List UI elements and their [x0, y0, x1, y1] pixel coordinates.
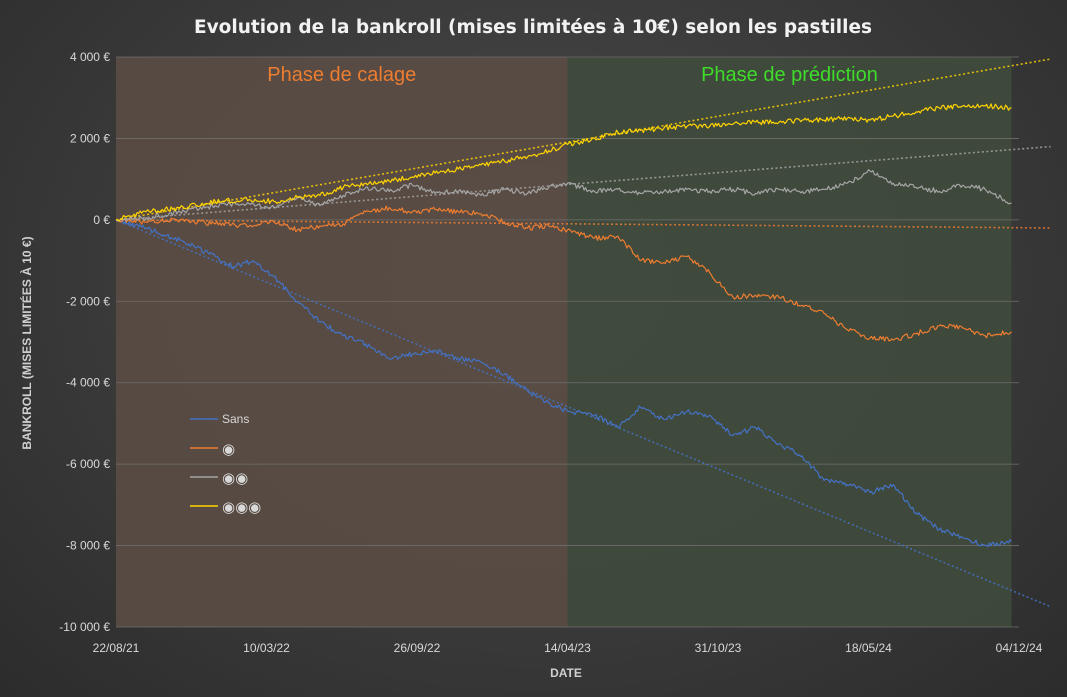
x-tick-label: 04/12/24 — [996, 641, 1043, 655]
legend-label-0: Sans — [222, 412, 249, 426]
trendline-3 — [116, 58, 1051, 221]
x-axis-title: DATE — [550, 666, 582, 680]
trendline-1 — [116, 219, 1051, 229]
x-tick-label: 14/04/23 — [544, 641, 591, 655]
series-line-3 — [115, 103, 1012, 222]
series-line-1 — [115, 205, 1012, 342]
y-tick-label: -2 000 € — [66, 294, 110, 308]
phase-band-0 — [116, 57, 568, 627]
gridlines — [116, 56, 1019, 628]
y-tick-label: -10 000 € — [59, 620, 110, 634]
phase-label-prediction: Phase de prédiction — [701, 64, 878, 86]
x-tick-label: 18/05/24 — [845, 641, 892, 655]
y-tick-label: 0 € — [93, 213, 110, 227]
y-tick-label: 4 000 € — [70, 50, 110, 64]
legend-label-2: ◉◉ — [222, 470, 248, 487]
trendline-2 — [116, 145, 1051, 221]
series-lines — [115, 103, 1012, 548]
legend-label-3: ◉◉◉ — [222, 499, 261, 516]
y-tick-label: -4 000 € — [66, 376, 110, 390]
legend-label-1: ◉ — [222, 441, 235, 458]
y-axis-title: BANKROLL (MISES LIMITÉES À 10 €) — [19, 236, 34, 449]
legend: Sans◉◉◉◉◉◉ — [190, 412, 261, 516]
x-tick-label: 31/10/23 — [695, 641, 742, 655]
phase-bands — [116, 57, 1012, 627]
phase-label-calage: Phase de calage — [267, 64, 416, 86]
phase-labels: Phase de calage Phase de prédiction — [267, 64, 878, 86]
x-axis: 22/08/21 10/03/22 26/09/22 14/04/23 31/10/23… — [93, 641, 1043, 655]
x-tick-label: 22/08/21 — [93, 641, 140, 655]
series-line-0 — [115, 218, 1012, 548]
x-tick-label: 26/09/22 — [394, 641, 441, 655]
phase-band-1 — [567, 57, 1012, 627]
chart-title: Evolution de la bankroll (mises limitées… — [194, 17, 872, 38]
y-tick-label: 2 000 € — [70, 131, 110, 145]
y-tick-label: -6 000 € — [66, 457, 110, 471]
series-line-2 — [115, 169, 1012, 222]
y-tick-label: -8 000 € — [66, 539, 110, 553]
x-tick-label: 10/03/22 — [243, 641, 290, 655]
y-axis: 4 000 € 2 000 € 0 € -2 000 € -4 000 € -6 000 … — [59, 50, 110, 634]
